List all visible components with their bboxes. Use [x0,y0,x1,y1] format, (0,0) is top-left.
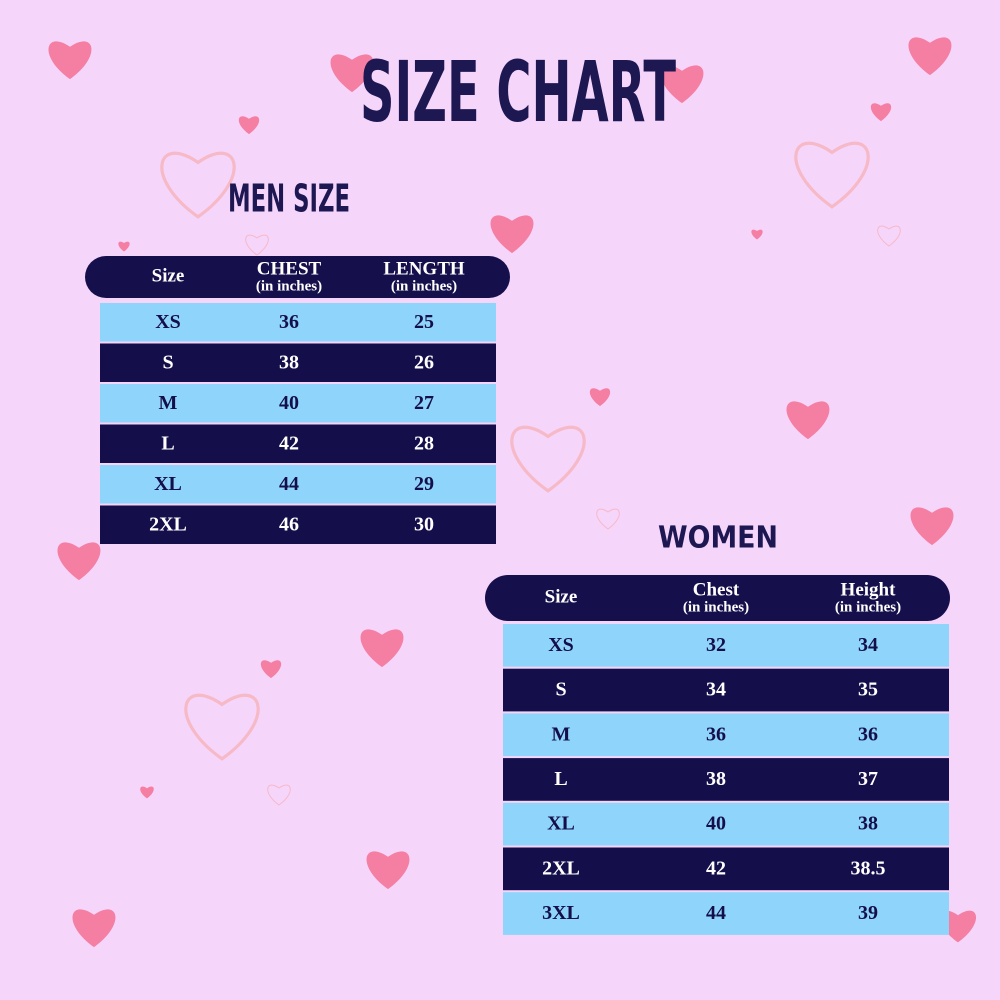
table-cell: 37 [858,768,878,790]
table-cell: 46 [279,513,299,535]
title: SIZE CHART [360,43,676,141]
table-cell: 42 [706,857,726,879]
table-cell: 44 [706,902,726,924]
table-cell: 34 [706,679,726,701]
column-unit: (in inches) [835,599,901,615]
table-row [503,847,949,891]
table-row [503,758,949,801]
table-cell: S [162,351,173,373]
table-cell: 40 [279,392,299,414]
header-bar [85,256,510,298]
table-row [100,505,496,544]
table-cell: 2XL [542,857,580,879]
header-bar [485,575,950,621]
table-cell: L [554,768,567,790]
table-row [503,892,949,935]
table-cell: 36 [279,311,299,333]
table-cell: 38 [279,351,299,373]
table-row [503,624,949,667]
table-cell: 39 [858,902,878,924]
table-cell: 38.5 [851,857,886,879]
table-cell: 26 [414,351,434,373]
table-row [100,343,496,382]
table-cell: XS [155,311,181,333]
column-header: CHEST [257,258,322,279]
table-cell: 27 [414,392,434,414]
column-unit: (in inches) [683,599,749,615]
column-header: Height [841,579,897,600]
table-cell: 38 [858,813,878,835]
table-row [100,384,496,423]
table-cell: 3XL [542,902,580,924]
table-cell: XL [547,813,575,835]
table-cell: XL [154,473,182,495]
column-header: Chest [693,579,740,600]
table-cell: 38 [706,768,726,790]
table-cell: 30 [414,513,434,535]
men-title: MEN SIZE [228,177,350,221]
column-header: LENGTH [383,258,465,279]
table-cell: XS [548,634,574,656]
table-cell: L [161,432,174,454]
table-cell: 29 [414,473,434,495]
table-cell: M [159,392,178,414]
column-header: Size [152,265,185,286]
table-cell: 34 [858,634,878,656]
column-header: Size [545,586,578,607]
table-cell: 40 [706,813,726,835]
table-row [503,802,949,846]
table-cell: 28 [414,432,434,454]
table-cell: 44 [279,473,299,495]
table-row [100,424,496,463]
table-cell: 35 [858,679,878,701]
table-cell: 32 [706,634,726,656]
table-cell: 42 [279,432,299,454]
table-cell: 25 [414,311,434,333]
table-row [100,303,496,342]
table-cell: 2XL [149,513,187,535]
women-title: WOMEN [658,521,778,556]
table-cell: 36 [706,723,726,745]
table-row [503,713,949,757]
table-cell: S [555,679,566,701]
column-unit: (in inches) [391,278,457,294]
table-row [503,668,949,712]
table-cell: 36 [858,723,878,745]
table-cell: M [552,723,571,745]
column-unit: (in inches) [256,278,322,294]
table-row [100,465,496,504]
